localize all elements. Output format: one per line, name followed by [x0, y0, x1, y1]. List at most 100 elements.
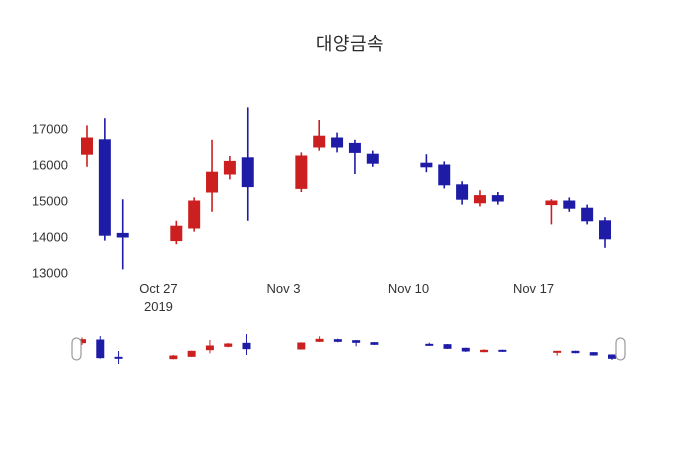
rangeslider-body — [589, 352, 598, 356]
candle — [599, 217, 611, 248]
candle-body — [206, 171, 219, 193]
candle-body — [170, 225, 183, 242]
candle-body — [491, 195, 504, 202]
rangeslider-candle — [169, 355, 178, 360]
rangeslider-candle — [114, 351, 123, 364]
candle — [348, 139, 361, 174]
candle — [491, 192, 504, 205]
candle — [206, 139, 219, 212]
rangeslider-body — [242, 342, 251, 350]
candle-body — [295, 155, 308, 189]
rangeslider-body — [352, 340, 361, 343]
candle — [331, 132, 344, 153]
rangeslider-body — [114, 356, 123, 359]
candle-body — [223, 160, 236, 175]
rangeslider-candle — [425, 342, 434, 346]
rangeslider-candle — [608, 354, 616, 360]
candle — [366, 150, 379, 167]
rangeslider-track[interactable] — [70, 332, 628, 366]
candle — [456, 181, 469, 205]
x-axis-tick: Oct 27 — [139, 281, 177, 296]
rangeslider-body — [315, 338, 324, 342]
rangeslider-right-handle[interactable] — [615, 337, 626, 361]
x-axis-tick: Nov 17 — [513, 281, 554, 296]
rangeslider-body — [205, 345, 214, 351]
candle-body — [420, 162, 433, 168]
rangeslider-candle — [480, 349, 489, 353]
candle-body — [563, 200, 576, 209]
y-axis-tick: 15000 — [32, 194, 68, 209]
rangeslider-body — [297, 342, 306, 350]
rangeslider-body — [370, 342, 379, 345]
rangeslider-candle — [589, 352, 598, 356]
candle-body — [188, 200, 201, 229]
rangeslider-candle — [96, 336, 105, 359]
rangeslider-candle — [205, 340, 214, 354]
rangeslider-body — [443, 344, 452, 349]
candle — [420, 154, 433, 173]
x-axis-tick: Nov 3 — [266, 281, 300, 296]
rangeslider-left-handle[interactable] — [71, 337, 82, 361]
candle — [188, 197, 201, 232]
candle-body — [599, 220, 611, 240]
candle — [81, 125, 93, 167]
candle — [223, 156, 236, 180]
rangeslider-candle — [443, 344, 452, 349]
x-axis-tick: Nov 10 — [388, 281, 429, 296]
rangeslider-body — [96, 339, 105, 359]
rangeslider-candle — [461, 347, 470, 352]
rangeslider-body — [571, 350, 580, 354]
rangeslider-body — [333, 339, 342, 342]
rangeslider-body — [480, 349, 489, 353]
candle-body — [116, 232, 129, 238]
y-axis-tick: 17000 — [32, 122, 68, 137]
candle — [241, 107, 254, 221]
rangeslider-candle — [553, 350, 562, 356]
rangeslider-candle — [242, 334, 251, 355]
rangeslider-candle — [187, 350, 196, 357]
candle — [473, 190, 486, 207]
candle — [581, 204, 594, 225]
candle — [295, 152, 308, 192]
y-axis-tick: 16000 — [32, 158, 68, 173]
candle — [313, 120, 326, 151]
candle-body — [545, 200, 558, 206]
candle-body — [81, 137, 93, 155]
rangeslider-body — [425, 343, 434, 346]
rangeslider-body — [461, 347, 470, 352]
candle-body — [313, 135, 326, 148]
candle — [438, 161, 451, 189]
rangeslider-body — [553, 350, 562, 353]
rangeslider-candle — [571, 350, 580, 354]
candle-body — [438, 164, 451, 186]
rangeslider-candle — [352, 340, 361, 347]
rangeslider-candle — [333, 338, 342, 343]
candle — [545, 199, 558, 225]
candle-body — [366, 153, 379, 164]
candle-body — [241, 157, 254, 188]
candle-body — [456, 184, 469, 200]
candle-body — [348, 142, 361, 153]
rangeslider-candle — [297, 342, 306, 350]
candle-body — [331, 137, 344, 148]
candle — [116, 199, 129, 270]
candle-body — [581, 207, 594, 222]
candle-body — [473, 195, 486, 204]
rangeslider-body — [187, 350, 196, 357]
rangeslider-candle — [315, 336, 324, 342]
y-axis-tick: 13000 — [32, 266, 68, 281]
candle — [98, 118, 111, 241]
rangeslider-body — [608, 354, 616, 359]
candle — [170, 220, 183, 245]
chart-title: 대양금속 — [315, 34, 385, 54]
rangeslider-candle — [224, 343, 233, 348]
candle-body — [98, 139, 111, 236]
y-axis-tick: 14000 — [32, 230, 68, 245]
rangeslider-body — [224, 343, 233, 347]
candle — [563, 197, 576, 212]
rangeslider-body — [169, 355, 178, 360]
x-axis-year: 2019 — [144, 299, 173, 314]
rangeslider-body — [498, 349, 507, 352]
